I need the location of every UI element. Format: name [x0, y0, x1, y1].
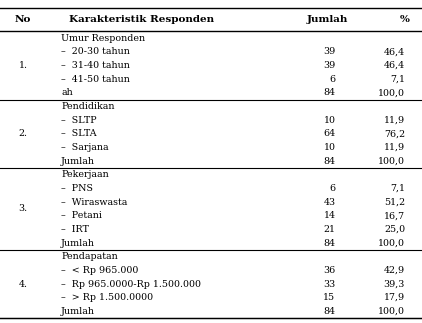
Text: 39,3: 39,3: [384, 279, 405, 288]
Text: 4.: 4.: [19, 279, 28, 288]
Text: Jumlah: Jumlah: [61, 238, 95, 247]
Text: 6: 6: [329, 184, 335, 193]
Text: 43: 43: [323, 198, 335, 206]
Text: 25,0: 25,0: [384, 225, 405, 234]
Text: 84: 84: [324, 238, 335, 247]
Text: 46,4: 46,4: [384, 47, 405, 56]
Text: Umur Responden: Umur Responden: [61, 34, 145, 43]
Text: 21: 21: [324, 225, 335, 234]
Text: –  41-50 tahun: – 41-50 tahun: [61, 75, 130, 84]
Text: 10: 10: [324, 116, 335, 125]
Text: 14: 14: [324, 211, 335, 220]
Text: –  Wiraswasta: – Wiraswasta: [61, 198, 127, 206]
Text: 36: 36: [323, 266, 335, 275]
Text: –  < Rp 965.000: – < Rp 965.000: [61, 266, 138, 275]
Text: 46,4: 46,4: [384, 61, 405, 70]
Text: Pendidikan: Pendidikan: [61, 102, 115, 111]
Text: Jumlah: Jumlah: [61, 307, 95, 316]
Text: 7,1: 7,1: [390, 75, 405, 84]
Text: 16,7: 16,7: [384, 211, 405, 220]
Text: –  20-30 tahun: – 20-30 tahun: [61, 47, 130, 56]
Text: 64: 64: [323, 129, 335, 138]
Text: –  SLTA: – SLTA: [61, 129, 97, 138]
Text: 100,0: 100,0: [378, 238, 405, 247]
Text: 7,1: 7,1: [390, 184, 405, 193]
Text: –  > Rp 1.500.0000: – > Rp 1.500.0000: [61, 293, 153, 302]
Text: 42,9: 42,9: [384, 266, 405, 275]
Text: 33: 33: [323, 279, 335, 288]
Text: %: %: [400, 15, 410, 24]
Text: 51,2: 51,2: [384, 198, 405, 206]
Text: ah: ah: [61, 88, 73, 97]
Text: 100,0: 100,0: [378, 157, 405, 166]
Text: 11,9: 11,9: [384, 143, 405, 152]
Text: Jumlah: Jumlah: [61, 157, 95, 166]
Text: 3.: 3.: [19, 204, 28, 214]
Text: 1.: 1.: [19, 61, 28, 70]
Text: 2.: 2.: [19, 129, 28, 138]
Text: Pekerjaan: Pekerjaan: [61, 170, 109, 179]
Text: –  Sarjana: – Sarjana: [61, 143, 109, 152]
Text: 6: 6: [329, 75, 335, 84]
Text: 84: 84: [324, 307, 335, 316]
Text: –  Petani: – Petani: [61, 211, 102, 220]
Text: 76,2: 76,2: [384, 129, 405, 138]
Text: –  31-40 tahun: – 31-40 tahun: [61, 61, 130, 70]
Text: –  Rp 965.0000-Rp 1.500.000: – Rp 965.0000-Rp 1.500.000: [61, 279, 201, 288]
Text: 84: 84: [324, 88, 335, 97]
Text: Jumlah: Jumlah: [306, 15, 348, 24]
Text: 100,0: 100,0: [378, 88, 405, 97]
Text: 39: 39: [323, 61, 335, 70]
Text: 84: 84: [324, 157, 335, 166]
Text: –  SLTP: – SLTP: [61, 116, 97, 125]
Text: 10: 10: [324, 143, 335, 152]
Text: –  PNS: – PNS: [61, 184, 93, 193]
Text: 100,0: 100,0: [378, 307, 405, 316]
Text: No: No: [15, 15, 31, 24]
Text: Pendapatan: Pendapatan: [61, 252, 118, 261]
Text: 11,9: 11,9: [384, 116, 405, 125]
Text: Karakteristik Responden: Karakteristik Responden: [69, 15, 214, 24]
Text: 17,9: 17,9: [384, 293, 405, 302]
Text: 15: 15: [323, 293, 335, 302]
Text: 39: 39: [323, 47, 335, 56]
Text: –  IRT: – IRT: [61, 225, 89, 234]
